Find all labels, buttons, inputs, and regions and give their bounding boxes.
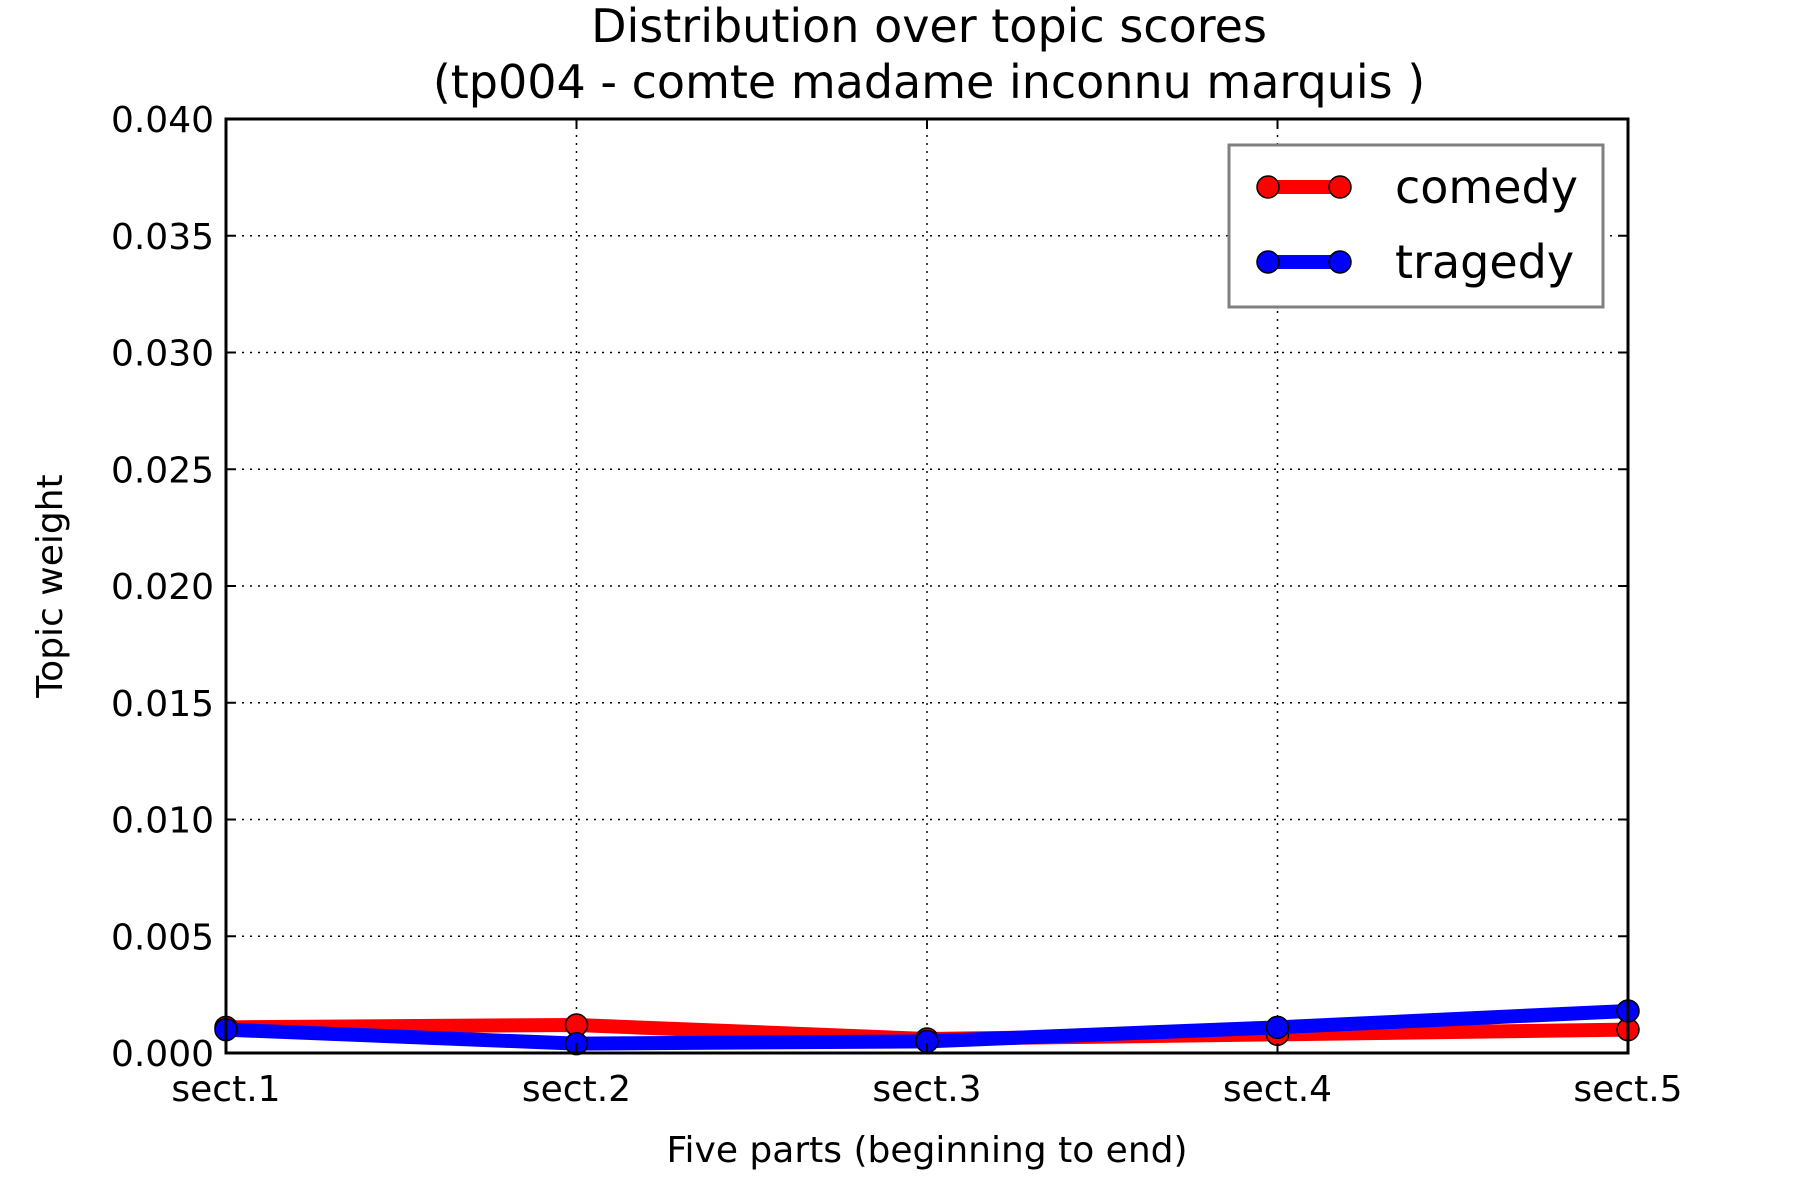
x-tick-label: sect.2	[522, 1069, 631, 1110]
legend: comedy tragedy	[1227, 143, 1605, 309]
x-axis-label: Five parts (beginning to end)	[666, 1130, 1187, 1171]
axis-ticks: sect.1 sect.2 sect.3 sect.4 sect.5 0.000 0.005…	[111, 100, 1683, 1110]
y-tick-label: 0.020	[111, 567, 214, 608]
x-tick-label: sect.5	[1573, 1069, 1682, 1110]
y-tick-label: 0.030	[111, 334, 214, 375]
y-tick-label: 0.015	[111, 684, 214, 725]
series-layer	[214, 999, 1640, 1056]
y-tick-label: 0.025	[111, 450, 214, 491]
legend-marker	[1328, 250, 1352, 274]
y-tick-label: 0.040	[111, 100, 214, 141]
chart-title-subtitle: (tp004 - comte madame inconnu marquis )	[433, 55, 1425, 109]
legend-entry-tragedy: tragedy	[1256, 235, 1574, 289]
x-tick-label: sect.1	[171, 1069, 280, 1110]
chart-title: Distribution over topic scores	[591, 0, 1267, 53]
y-tick-label: 0.035	[111, 217, 214, 258]
y-axis-label: Topic weight	[30, 474, 71, 698]
legend-label: comedy	[1395, 160, 1578, 214]
legend-entry-comedy: comedy	[1256, 160, 1578, 214]
legend-label: tragedy	[1395, 235, 1574, 289]
legend-marker	[1328, 175, 1352, 199]
legend-box	[1227, 143, 1605, 309]
data-point-tragedy	[1265, 1015, 1290, 1040]
y-tick-label: 0.010	[111, 801, 214, 842]
y-tick-label: 0.000	[111, 1034, 214, 1075]
y-tick-label: 0.005	[111, 917, 214, 958]
legend-marker	[1256, 250, 1280, 274]
x-tick-label: sect.4	[1223, 1069, 1332, 1110]
legend-marker	[1256, 175, 1280, 199]
x-tick-label: sect.3	[872, 1069, 981, 1110]
